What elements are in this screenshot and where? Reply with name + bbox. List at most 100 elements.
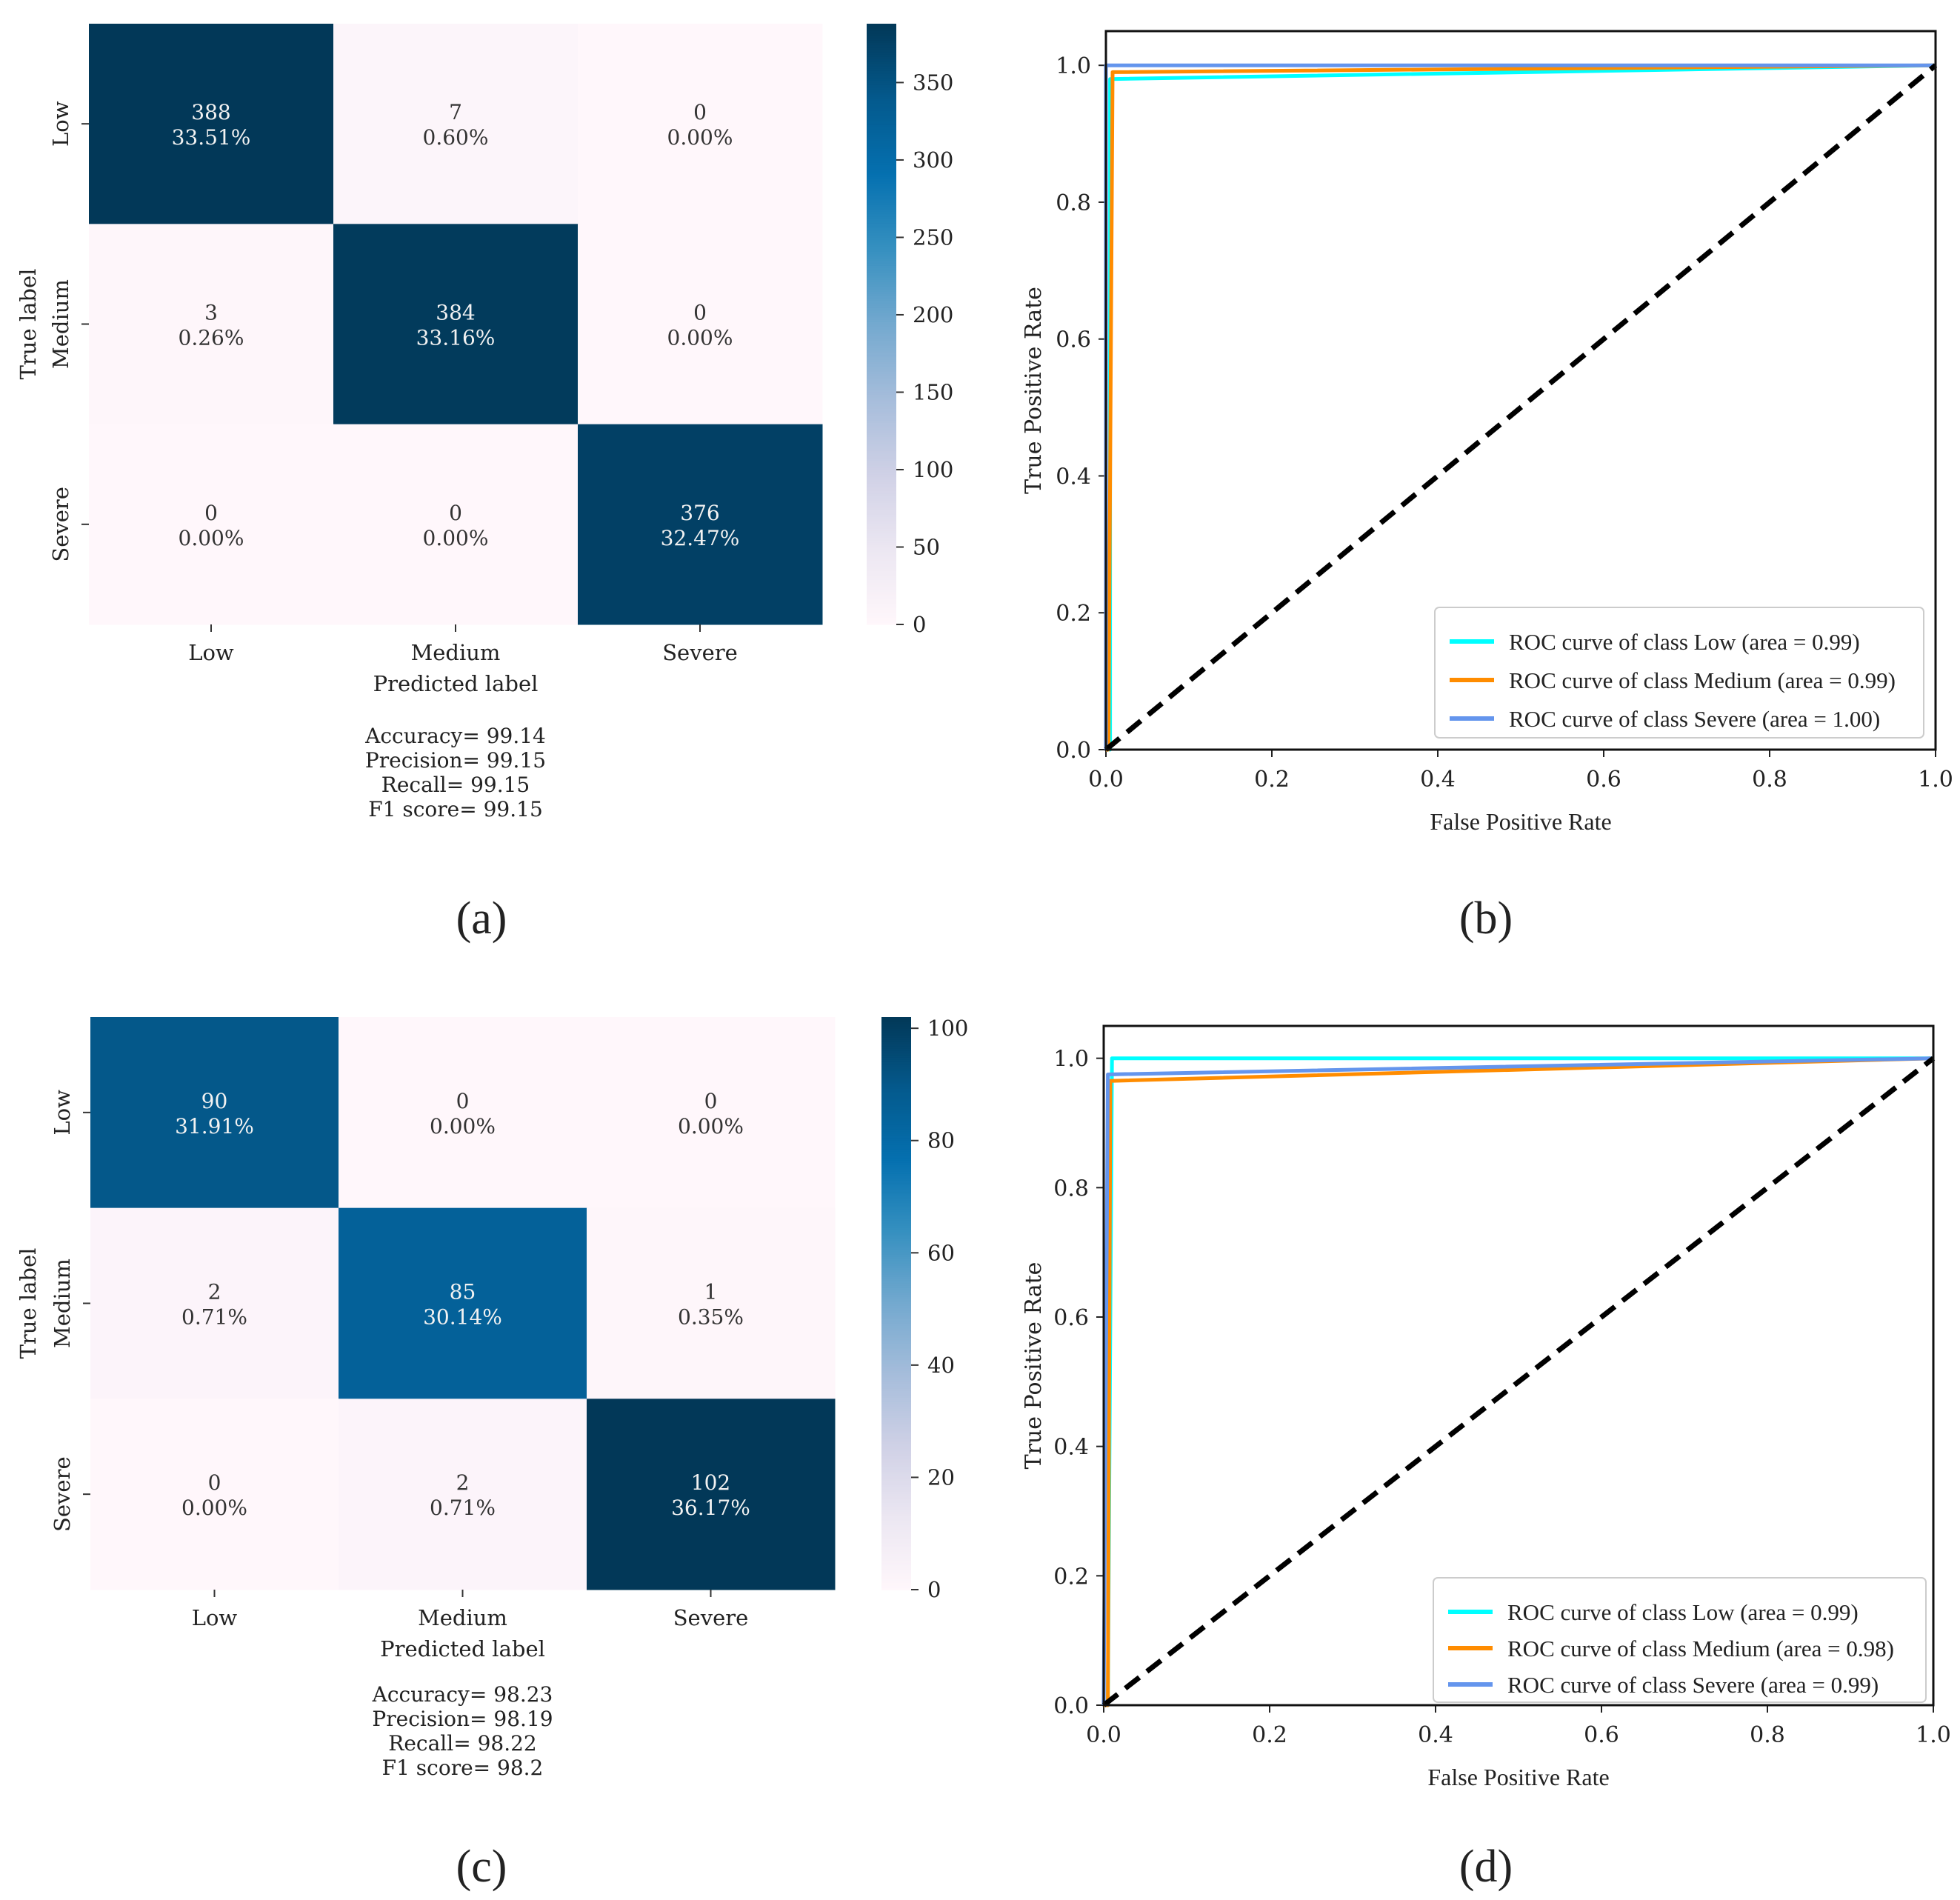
legend-label: ROC curve of class Medium (area = 0.98)	[1507, 1636, 1894, 1661]
colorbar-segment	[867, 528, 896, 531]
colorbar-segment	[881, 1455, 911, 1459]
colorbar-segment	[881, 1104, 911, 1107]
colorbar-segment	[867, 251, 896, 255]
colorbar-segment	[867, 577, 896, 581]
colorbar-segment	[881, 1404, 911, 1407]
colorbar-segment	[881, 1231, 911, 1235]
colorbar-segment	[881, 1240, 911, 1244]
cell-percent: 0.00%	[667, 125, 733, 150]
colorbar-segment	[881, 1292, 911, 1296]
colorbar-segment	[881, 1073, 911, 1076]
colorbar-segment	[867, 450, 896, 454]
colorbar-segment	[881, 1048, 911, 1051]
colorbar-segment	[867, 523, 896, 527]
colorbar-segment	[881, 1504, 911, 1507]
x-tick-label: Low	[192, 1605, 238, 1630]
colorbar-segment	[881, 1314, 911, 1318]
colorbar-segment	[881, 1560, 911, 1564]
colorbar-segment	[881, 1433, 911, 1436]
colorbar-segment	[867, 312, 896, 316]
colorbar-segment	[867, 195, 896, 199]
colorbar-segment	[881, 1312, 911, 1316]
colorbar-segment	[867, 223, 896, 227]
colorbar-segment	[881, 1527, 911, 1530]
colorbar-segment	[867, 380, 896, 384]
x-tick-label: 0.0	[1088, 767, 1124, 793]
colorbar-segment	[881, 1133, 911, 1136]
colorbar-segment	[881, 1218, 911, 1221]
colorbar-segment	[881, 1050, 911, 1053]
colorbar-segment	[867, 115, 896, 119]
heatmap-cell	[90, 1399, 339, 1590]
colorbar-segment	[867, 33, 896, 36]
colorbar-segment	[867, 225, 896, 229]
x-tick-label: 0.4	[1418, 1722, 1453, 1748]
colorbar-segment	[867, 207, 896, 210]
colorbar-segment	[867, 605, 896, 609]
colorbar-segment	[881, 1147, 911, 1150]
cell-count: 2	[208, 1280, 221, 1304]
metric-text: Recall= 98.22	[388, 1731, 536, 1756]
colorbar-segment	[881, 1584, 911, 1588]
colorbar-segment	[881, 1128, 911, 1132]
metric-text: Accuracy= 98.23	[372, 1682, 553, 1707]
colorbar-segment	[867, 502, 896, 506]
x-tick-label: 1.0	[1916, 1722, 1951, 1748]
colorbar-segment	[881, 1270, 911, 1273]
colorbar-segment	[867, 596, 896, 599]
colorbar-segment	[867, 319, 896, 322]
colorbar-segment	[867, 253, 896, 257]
colorbar-segment	[867, 539, 896, 543]
colorbar-segment	[867, 500, 896, 503]
colorbar-segment	[867, 105, 896, 109]
colorbar-segment	[867, 204, 896, 207]
x-tick-label: 0.6	[1584, 1722, 1619, 1748]
colorbar-segment	[881, 1370, 911, 1373]
colorbar-segment	[881, 1567, 911, 1570]
panel-caption: (b)	[1459, 893, 1513, 944]
colorbar-segment	[867, 75, 896, 79]
colorbar-segment	[867, 530, 896, 534]
colorbar-segment	[881, 1332, 911, 1336]
cell-count: 90	[201, 1089, 228, 1113]
colorbar-segment	[867, 581, 896, 585]
colorbar-segment	[881, 1250, 911, 1253]
colorbar-segment	[881, 1307, 911, 1311]
colorbar-segment	[881, 1408, 911, 1412]
colorbar-segment	[881, 1381, 911, 1384]
colorbar-segment	[881, 1066, 911, 1070]
cell-percent: 33.16%	[416, 326, 496, 350]
colorbar-segment	[881, 1093, 911, 1096]
colorbar-segment	[867, 599, 896, 601]
colorbar-segment	[867, 525, 896, 529]
colorbar-segment	[881, 1101, 911, 1105]
colorbar-segment	[881, 1222, 911, 1226]
colorbar-segment	[867, 453, 896, 456]
colorbar-segment	[867, 392, 896, 396]
colorbar-segment	[867, 601, 896, 604]
colorbar-segment	[867, 235, 896, 238]
colorbar-segment	[881, 1417, 911, 1421]
colorbar-segment	[881, 1464, 911, 1467]
colorbar-segment	[881, 1511, 911, 1514]
colorbar-segment	[867, 476, 896, 480]
colorbar-segment	[881, 1359, 911, 1362]
colorbar-segment	[881, 1182, 911, 1186]
colorbar-segment	[881, 1274, 911, 1277]
colorbar-segment	[867, 291, 896, 294]
colorbar-segment	[867, 448, 896, 452]
colorbar-segment	[867, 147, 896, 151]
colorbar-segment	[867, 216, 896, 219]
colorbar-segment	[867, 181, 896, 184]
x-tick-label: Severe	[662, 640, 738, 665]
colorbar-segment	[881, 1209, 911, 1213]
colorbar-segment	[867, 38, 896, 41]
colorbar-segment	[881, 1489, 911, 1492]
colorbar-segment	[867, 272, 896, 276]
colorbar-segment	[881, 1542, 911, 1546]
cell-count: 85	[450, 1280, 476, 1304]
cell-count: 0	[204, 501, 218, 525]
heatmap-cell	[587, 1207, 836, 1399]
colorbar-segment	[881, 1244, 911, 1248]
colorbar-segment	[881, 1448, 911, 1452]
